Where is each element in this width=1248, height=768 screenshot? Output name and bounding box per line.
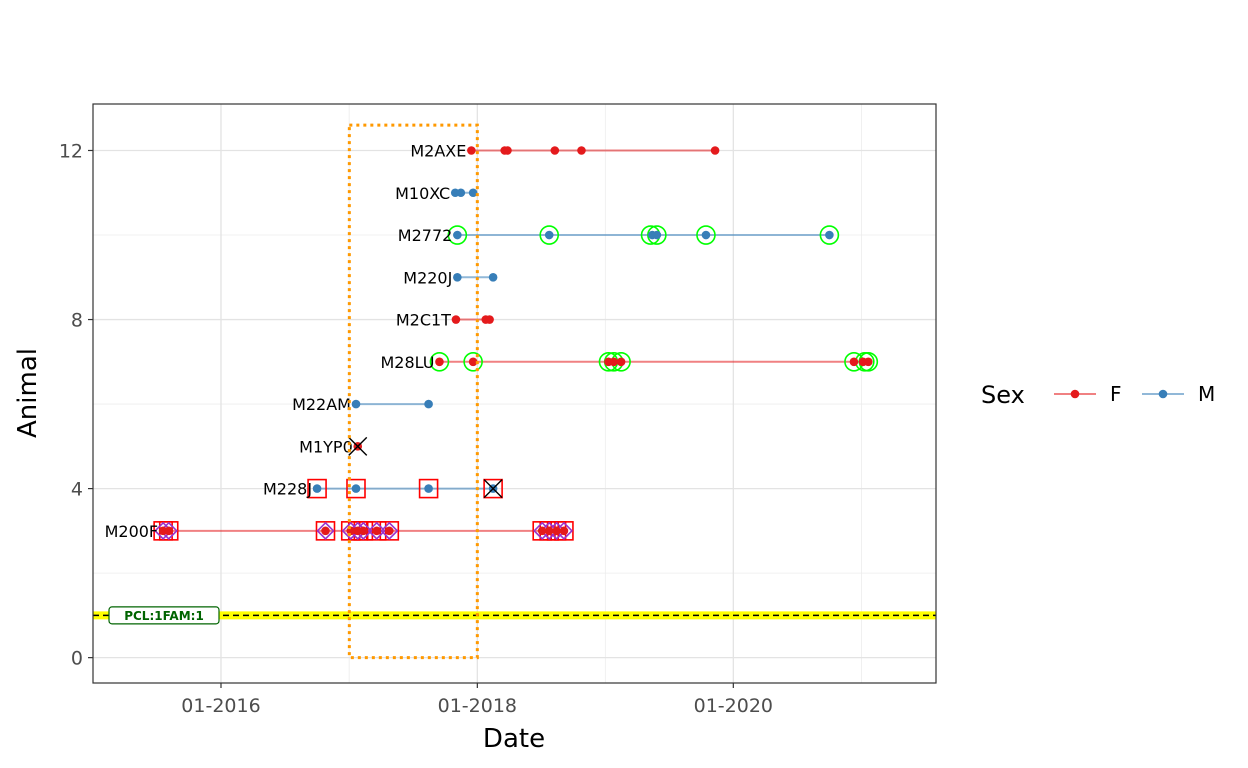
y-axis-title: Animal (13, 348, 43, 438)
animal-label: M2AXE (410, 141, 466, 160)
data-point (701, 230, 711, 240)
data-point (652, 230, 662, 240)
plot-panel (93, 104, 936, 683)
animal-label: M228J (263, 480, 312, 499)
series-M28LU: M28LU (380, 352, 879, 372)
data-point (864, 357, 873, 367)
animal-label: M220J (403, 268, 452, 287)
data-point (552, 526, 561, 536)
legend-entry-F: F (1054, 382, 1122, 406)
data-point (424, 484, 433, 493)
circle-marker (696, 225, 716, 245)
data-point (321, 526, 330, 536)
animal-label: M28LU (380, 353, 434, 372)
diamond-marker (367, 521, 386, 540)
data-point (351, 399, 361, 409)
data-point (453, 230, 462, 240)
data-point (544, 526, 554, 536)
plot-border (92, 103, 937, 684)
legend-entry-M: M (1142, 382, 1215, 406)
y-tick-label: 8 (71, 310, 83, 332)
data-point (825, 230, 834, 240)
series-M2772: M2772 (398, 225, 840, 245)
series-M22AM: M22AM (292, 395, 433, 414)
cross-marker-b (483, 479, 503, 499)
cross-marker-b (348, 436, 368, 456)
highlight-box-layer (347, 123, 479, 660)
data-point (467, 146, 476, 155)
diamond-marker (380, 521, 399, 540)
diamond-marker (316, 521, 335, 540)
data-point (453, 272, 462, 282)
data-point (485, 315, 494, 324)
data-point (456, 188, 466, 198)
y-tick-label: 4 (71, 479, 83, 501)
animal-label: M22AM (292, 395, 351, 414)
data-point (468, 357, 478, 367)
square-marker (418, 478, 439, 499)
series-M220J: M220J (403, 268, 498, 287)
reference-label-box (108, 606, 220, 625)
circle-marker (539, 225, 560, 245)
y-tick-label: 12 (59, 140, 83, 162)
circle-marker (447, 225, 468, 245)
data-point (359, 526, 368, 536)
data-point (385, 526, 394, 536)
legend-title: Sex (981, 381, 1025, 409)
animal-label: M10XC (395, 184, 450, 203)
data-point (468, 188, 478, 198)
x-tick-label: 01-2018 (438, 695, 517, 717)
animal-label: M200F (105, 522, 159, 541)
circle-marker (429, 352, 450, 372)
data-point (488, 272, 498, 282)
data-point (609, 357, 619, 367)
series-M200F: M200F (105, 521, 574, 541)
circle-marker (463, 352, 483, 372)
legend-key-point (1070, 389, 1080, 399)
data-point (451, 315, 461, 324)
axes: 01-2016 01-2018 01-2020 0 4 8 12 (59, 140, 773, 717)
data-point (424, 399, 433, 409)
animal-label: M2772 (398, 226, 453, 245)
data-point (577, 146, 586, 155)
legend-key-point (1158, 389, 1168, 399)
data-point (164, 526, 174, 536)
animal-label: M1YP0 (299, 437, 353, 456)
square-marker (346, 478, 366, 499)
data-point (503, 146, 512, 155)
y-tick-label: 0 (71, 648, 83, 670)
series-M228J: M228J (263, 478, 503, 499)
data-point (616, 357, 626, 367)
reference-band: PCL:1FAM:1 (93, 606, 936, 625)
circle-marker (647, 225, 667, 245)
data-point (435, 357, 444, 367)
x-tick-label: 01-2016 (181, 695, 260, 717)
data-point (849, 357, 859, 367)
data-point (550, 146, 560, 155)
highlight-box (347, 123, 479, 660)
legend: Sex F M (981, 381, 1215, 409)
series-M2AXE: M2AXE (410, 141, 720, 160)
square-marker (307, 478, 327, 499)
series-M10XC: M10XC (395, 184, 478, 203)
series-M2C1T: M2C1T (396, 311, 494, 330)
reference-label: PCL:1FAM:1 (124, 609, 204, 623)
x-tick-label: 01-2020 (694, 695, 773, 717)
data-point (559, 526, 569, 536)
data-point (372, 526, 381, 536)
circle-marker (819, 225, 840, 245)
data-point (351, 484, 361, 493)
data-point (537, 526, 547, 536)
legend-label: M (1198, 382, 1215, 406)
x-axis-title: Date (483, 724, 545, 754)
data-point (710, 146, 720, 155)
data-point (312, 484, 322, 493)
square-marker (483, 478, 503, 499)
data-point (544, 230, 554, 240)
series-M1YP0: M1YP0 (299, 436, 368, 456)
animal-label: M2C1T (396, 311, 451, 330)
series-layer: M2AXE M10XC M2772 M220J M2C1T M28LU M22AM M1YP0… (105, 141, 879, 541)
legend-label: F (1110, 382, 1122, 406)
